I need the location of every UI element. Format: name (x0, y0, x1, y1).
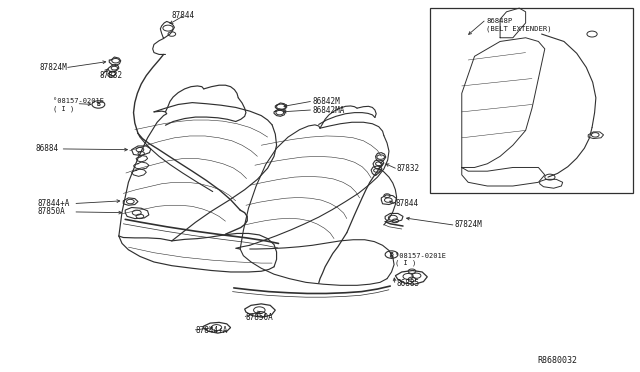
Text: 86848P
(BELT EXTENDER): 86848P (BELT EXTENDER) (486, 19, 552, 32)
Text: 87824M: 87824M (39, 63, 67, 72)
Text: 87844+A: 87844+A (195, 326, 228, 335)
Text: 86842MA: 86842MA (312, 106, 345, 115)
Text: °08157-0201E
( I ): °08157-0201E ( I ) (53, 99, 104, 112)
Bar (430, 8, 633, 193)
Text: B: B (390, 252, 394, 257)
Text: 86842M: 86842M (312, 97, 340, 106)
Text: 86885: 86885 (397, 279, 420, 288)
Text: R8680032: R8680032 (537, 356, 577, 365)
Text: 87832: 87832 (397, 164, 420, 173)
Text: 87844: 87844 (171, 11, 195, 20)
Text: 87850A: 87850A (245, 313, 273, 322)
Text: 87824M: 87824M (454, 221, 482, 230)
Text: 87844+A: 87844+A (38, 199, 70, 208)
Text: 87832: 87832 (100, 71, 123, 80)
Text: 87844: 87844 (396, 199, 419, 208)
Text: 86884: 86884 (36, 144, 59, 153)
Text: °08157-0201E
( I ): °08157-0201E ( I ) (396, 253, 446, 266)
Text: B: B (97, 102, 100, 107)
Text: 87850A: 87850A (38, 208, 65, 217)
